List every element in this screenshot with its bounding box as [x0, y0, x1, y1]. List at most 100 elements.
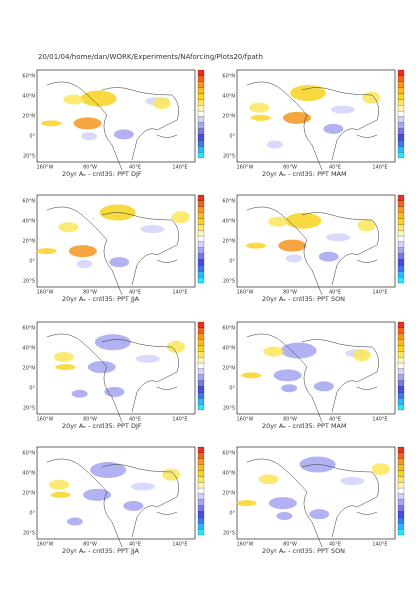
colorbar-segment [397, 321, 405, 328]
lon-label: 40°E [129, 290, 141, 296]
colorbar-segment [197, 110, 205, 118]
colorbar-segment [397, 122, 405, 129]
colorbar-segment [397, 99, 405, 106]
colorbar-segment [197, 398, 205, 405]
colorbar-segment [397, 140, 405, 147]
lon-label: 40°E [129, 165, 141, 171]
anomaly-region [326, 233, 351, 242]
colorbar-segment [397, 398, 405, 405]
colorbar-segment [197, 99, 205, 106]
map-frame [236, 194, 396, 288]
lon-label: 140°E [172, 165, 187, 171]
colorbar-segment [197, 476, 205, 483]
colorbar-segment [197, 212, 205, 219]
colorbar-segment [397, 235, 405, 243]
lat-label: 20°S [223, 406, 235, 412]
lon-label: 160°W [237, 542, 254, 548]
colorbar-segment [197, 87, 205, 94]
colorbar-segment [197, 321, 205, 328]
colorbar-segment [397, 194, 405, 201]
lat-label: 20°N [222, 239, 235, 245]
colorbar-segment [197, 351, 205, 358]
colorbar-segment [397, 146, 405, 153]
colorbar-segment [397, 333, 405, 340]
anomaly-region [309, 509, 330, 520]
coastline [46, 458, 179, 548]
colorbar-segment [197, 75, 205, 82]
anomaly-region [285, 212, 322, 229]
lat-label: 20°N [222, 114, 235, 120]
colorbar-segment [397, 265, 405, 272]
colorbar-segment [197, 327, 205, 334]
panel-title: 20yr Aₑ - cntl35: PPT DJF [62, 422, 142, 430]
panel-title: 20yr Aₑ - cntl35: PPT MAM [262, 170, 347, 178]
anomaly-region [278, 239, 307, 252]
colorbar-segment [397, 247, 405, 254]
lat-label: 60°N [22, 451, 35, 457]
colorbar-segment [197, 277, 205, 284]
colorbar-segment [197, 404, 205, 411]
lon-label: 140°E [372, 290, 387, 296]
anomaly-region [268, 497, 297, 510]
anomaly-region [357, 219, 376, 232]
colorbar-segment [197, 218, 205, 225]
colorbar-segment [397, 224, 405, 231]
coastline [46, 206, 179, 296]
map-frame [236, 321, 396, 415]
colorbar-segment [397, 241, 405, 248]
anomaly-region [283, 111, 312, 124]
colorbar-segment [197, 241, 205, 248]
colorbar-segment [397, 253, 405, 260]
lat-label: 20°N [22, 239, 35, 245]
colorbar-segment [197, 386, 205, 393]
lat-label: 60°N [22, 199, 35, 205]
panel-title: 20yr Aₑ - cntl35: PPT SON [262, 547, 345, 555]
colorbar-segment [397, 511, 405, 518]
colorbar-segment [397, 482, 405, 489]
lon-label: 160°W [237, 417, 254, 423]
colorbar-segment [197, 470, 205, 477]
anomaly-region [87, 361, 116, 374]
colorbar-segment [197, 511, 205, 518]
colorbar-segment [397, 357, 405, 364]
lat-label: 0° [29, 511, 35, 517]
colorbar-segment [197, 458, 205, 465]
anomaly-region [280, 342, 317, 359]
anomaly-region [258, 474, 279, 485]
colorbar-segment [197, 140, 205, 147]
anomaly-region [276, 512, 293, 520]
colorbar-segment [397, 505, 405, 512]
colorbar-segment [197, 499, 205, 506]
lon-label: 80°W [283, 165, 297, 171]
lat-label: 20°S [23, 154, 35, 160]
anomaly-region [281, 384, 298, 393]
colorbar-segment [197, 392, 205, 399]
anomaly-region [249, 102, 270, 113]
anomaly-region [268, 216, 289, 227]
colorbar-segment [197, 505, 205, 512]
anomaly-region [109, 257, 130, 268]
lon-label: 80°W [283, 290, 297, 296]
panel-title: 20yr Aₑ - cntl35: PPT JJA [62, 295, 140, 303]
lat-label: 20°S [223, 531, 235, 537]
colorbar-segment [197, 368, 205, 375]
colorbar-segment [397, 206, 405, 213]
lon-label: 40°E [329, 290, 341, 296]
anomaly-region [152, 97, 171, 110]
colorbar-segment [197, 253, 205, 260]
colorbar-segment [197, 482, 205, 489]
lat-label: 60°N [222, 451, 235, 457]
anomaly-region [76, 260, 93, 268]
anomaly-region [71, 389, 88, 398]
lon-label: 140°E [372, 542, 387, 548]
anomaly-region [323, 123, 344, 134]
lon-label: 40°E [329, 165, 341, 171]
colorbar-segment [397, 380, 405, 387]
lon-label: 80°W [83, 165, 97, 171]
colorbar-segment [197, 493, 205, 500]
lon-label: 160°W [37, 417, 54, 423]
colorbar-segment [397, 493, 405, 500]
